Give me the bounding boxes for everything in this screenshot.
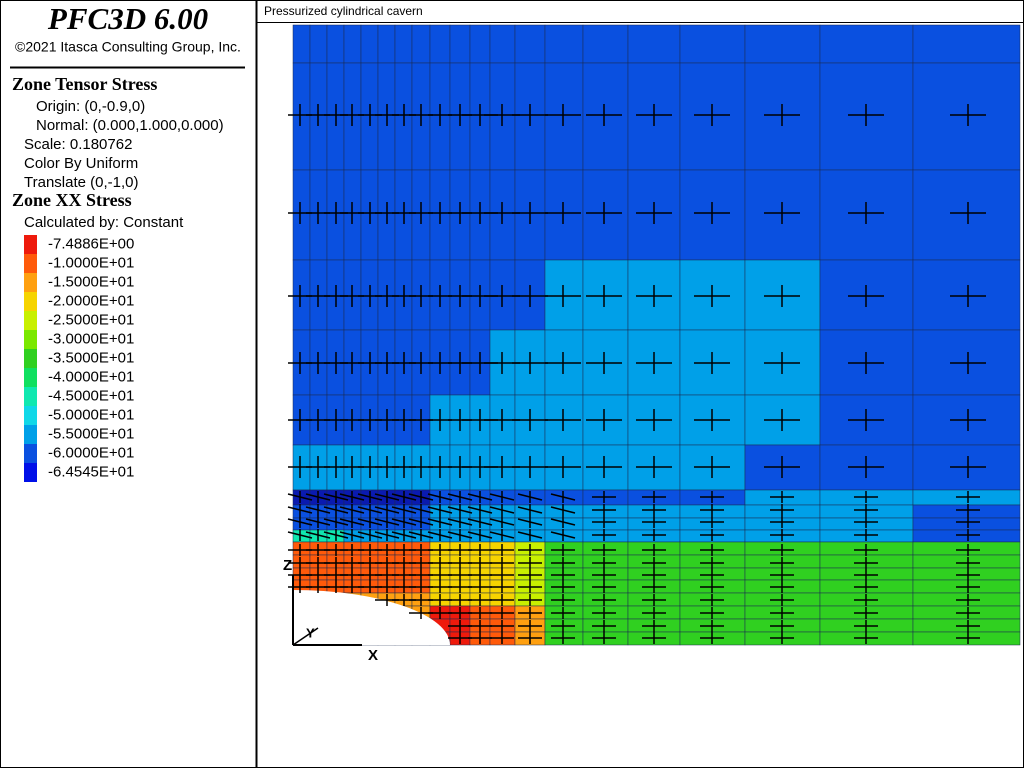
zone — [912, 517, 1021, 531]
zone — [744, 24, 821, 64]
legend-swatch — [24, 463, 37, 482]
zone — [544, 259, 584, 331]
zone — [343, 24, 362, 64]
zone — [544, 24, 584, 64]
legend-swatch — [24, 273, 37, 292]
zone — [544, 62, 584, 171]
section-line: Normal: (0.000,1.000,0.000) — [36, 117, 224, 134]
legend-label: -1.5000E+01 — [48, 273, 134, 290]
legend-swatch — [24, 235, 37, 254]
zone — [582, 62, 629, 171]
zone — [544, 504, 584, 519]
legend-label: -1.0000E+01 — [48, 254, 134, 271]
zone — [819, 24, 914, 64]
zone — [544, 567, 584, 581]
zone — [514, 24, 546, 64]
zone — [582, 24, 629, 64]
zone — [292, 567, 311, 581]
legend-label: -4.5000E+01 — [48, 387, 134, 404]
viewport-title: Pressurized cylindrical cavern — [264, 4, 423, 18]
zone — [292, 259, 311, 331]
legend-label: -3.0000E+01 — [48, 330, 134, 347]
legend-swatch — [24, 425, 37, 444]
zone — [394, 24, 413, 64]
zone — [544, 554, 584, 569]
zone — [582, 517, 629, 531]
zone — [912, 169, 1021, 261]
zone — [582, 169, 629, 261]
zone — [360, 24, 379, 64]
zone — [411, 24, 431, 64]
zone — [912, 567, 1021, 581]
cavern — [293, 590, 450, 645]
zone — [582, 504, 629, 519]
zone — [912, 529, 1021, 543]
zone — [582, 529, 629, 543]
legend-label: -5.0000E+01 — [48, 406, 134, 423]
zone — [309, 24, 328, 64]
legend-label: -5.5000E+01 — [48, 425, 134, 442]
legend-swatch — [24, 330, 37, 349]
zone — [292, 541, 311, 556]
zone — [326, 24, 345, 64]
zone — [449, 24, 471, 64]
zone — [292, 62, 311, 171]
section-line: Calculated by: Constant — [24, 214, 184, 231]
app-title: PFC3D 6.00 — [47, 1, 208, 36]
zone — [582, 554, 629, 569]
axis-x-label: X — [368, 647, 378, 664]
legend-swatch — [24, 368, 37, 387]
zone — [912, 541, 1021, 556]
legend-label: -4.0000E+01 — [48, 368, 134, 385]
zone — [292, 169, 311, 261]
axis-y — [292, 627, 319, 646]
axis-z-label: Z — [283, 557, 292, 574]
section-line: Translate (0,-1,0) — [24, 174, 139, 191]
axis-y-label: Y — [306, 625, 315, 640]
zone — [912, 259, 1021, 331]
zone — [489, 24, 516, 64]
section-title: Zone Tensor Stress — [12, 74, 157, 94]
legend-label: -6.0000E+01 — [48, 444, 134, 461]
zone — [627, 24, 681, 64]
zone — [912, 62, 1021, 171]
zone — [679, 24, 746, 64]
section-title: Zone XX Stress — [12, 190, 132, 210]
legend-label: -2.5000E+01 — [48, 311, 134, 328]
zone — [912, 24, 1021, 64]
zone — [544, 169, 584, 261]
legend-swatch — [24, 387, 37, 406]
legend-swatch — [24, 406, 37, 425]
zone — [469, 24, 491, 64]
legend-swatch — [24, 311, 37, 330]
legend-swatch — [24, 349, 37, 368]
plot: X Z Y — [283, 24, 1021, 664]
legend-swatch — [24, 444, 37, 463]
control-panel: Zone Tensor Stress Origin: (0,-0.9,0) Norm… — [12, 74, 224, 482]
zone — [582, 541, 629, 556]
legend-label: -2.0000E+01 — [48, 292, 134, 309]
zone — [377, 24, 396, 64]
zone — [582, 259, 629, 331]
zone — [544, 517, 584, 531]
legend-label: -6.4545E+01 — [48, 463, 134, 480]
zone — [292, 554, 311, 569]
section-line: Origin: (0,-0.9,0) — [36, 98, 145, 115]
legend-swatch — [24, 254, 37, 273]
zone — [292, 24, 311, 64]
section-line: Scale: 0.180762 — [24, 136, 132, 153]
legend-swatch — [24, 292, 37, 311]
zone — [582, 567, 629, 581]
zone — [429, 24, 451, 64]
zone — [912, 554, 1021, 569]
legend-label: -7.4886E+00 — [48, 235, 134, 252]
zone — [544, 541, 584, 556]
section-line: Color By Uniform — [24, 155, 138, 172]
copyright: ©2021 Itasca Consulting Group, Inc. — [15, 39, 241, 55]
legend-label: -3.5000E+01 — [48, 349, 134, 366]
zone — [912, 504, 1021, 519]
